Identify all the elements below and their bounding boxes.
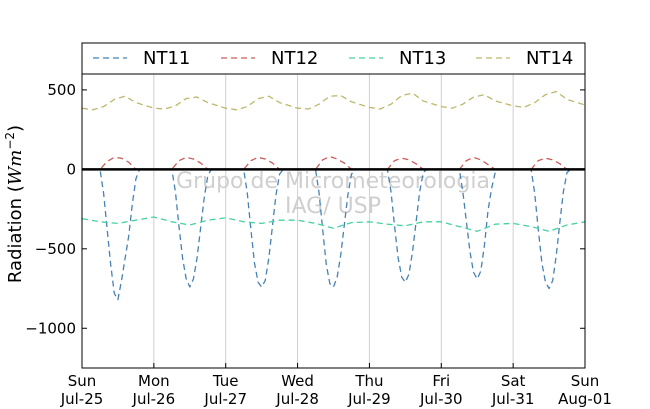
legend-label-nt14: NT14 — [526, 48, 573, 69]
watermark-line-1: Grupo de Micrometeorologia — [176, 169, 490, 194]
x-tick-day: Wed — [281, 372, 314, 390]
x-tick-date: Jul-28 — [275, 390, 319, 408]
x-tick-day: Mon — [138, 372, 170, 390]
x-tick-day: Sun — [571, 372, 600, 390]
series-line-nt11 — [82, 168, 585, 301]
legend: NT11 NT12 NT13 NT14 — [81, 42, 586, 75]
legend-label-nt13: NT13 — [399, 48, 446, 69]
legend-label-nt12: NT12 — [271, 48, 318, 69]
y-axis-ticks: 500 0 −500 −1000 — [25, 81, 585, 337]
x-tick-day: Tue — [212, 372, 239, 390]
legend-label-nt11: NT11 — [143, 48, 190, 69]
x-tick-date: Jul-25 — [60, 390, 104, 408]
x-tick-day: Sun — [68, 372, 97, 390]
watermark-line-2: IAG/ USP — [285, 194, 381, 219]
x-tick-date: Jul-27 — [203, 390, 247, 408]
vertical-gridlines — [153, 74, 514, 368]
x-tick-date: Jul-29 — [347, 390, 391, 408]
x-tick-day: Sat — [501, 372, 526, 390]
y-tick-label: −500 — [35, 240, 76, 258]
series-line-nt14 — [81, 90, 586, 111]
x-axis-ticks: SunJul-25MonJul-26TueJul-27WedJul-28ThuJ… — [60, 363, 612, 408]
watermark: Grupo de Micrometeorologia IAG/ USP — [176, 169, 490, 219]
plot-frame — [81, 73, 586, 369]
x-tick-date: Jul-26 — [132, 390, 176, 408]
x-tick-day: Thu — [354, 372, 383, 390]
x-tick-date: Aug-01 — [558, 390, 612, 408]
y-tick-label: −1000 — [25, 319, 76, 337]
x-tick-date: Jul-31 — [491, 390, 535, 408]
series-line-nt12 — [82, 155, 585, 171]
x-tick-day: Fri — [432, 372, 450, 390]
y-axis-label: Radiation (Wm−2) — [3, 125, 26, 283]
x-tick-date: Jul-30 — [419, 390, 463, 408]
y-tick-label: 0 — [66, 160, 76, 178]
y-tick-label: 500 — [47, 81, 76, 99]
series-line-nt13 — [81, 216, 586, 232]
